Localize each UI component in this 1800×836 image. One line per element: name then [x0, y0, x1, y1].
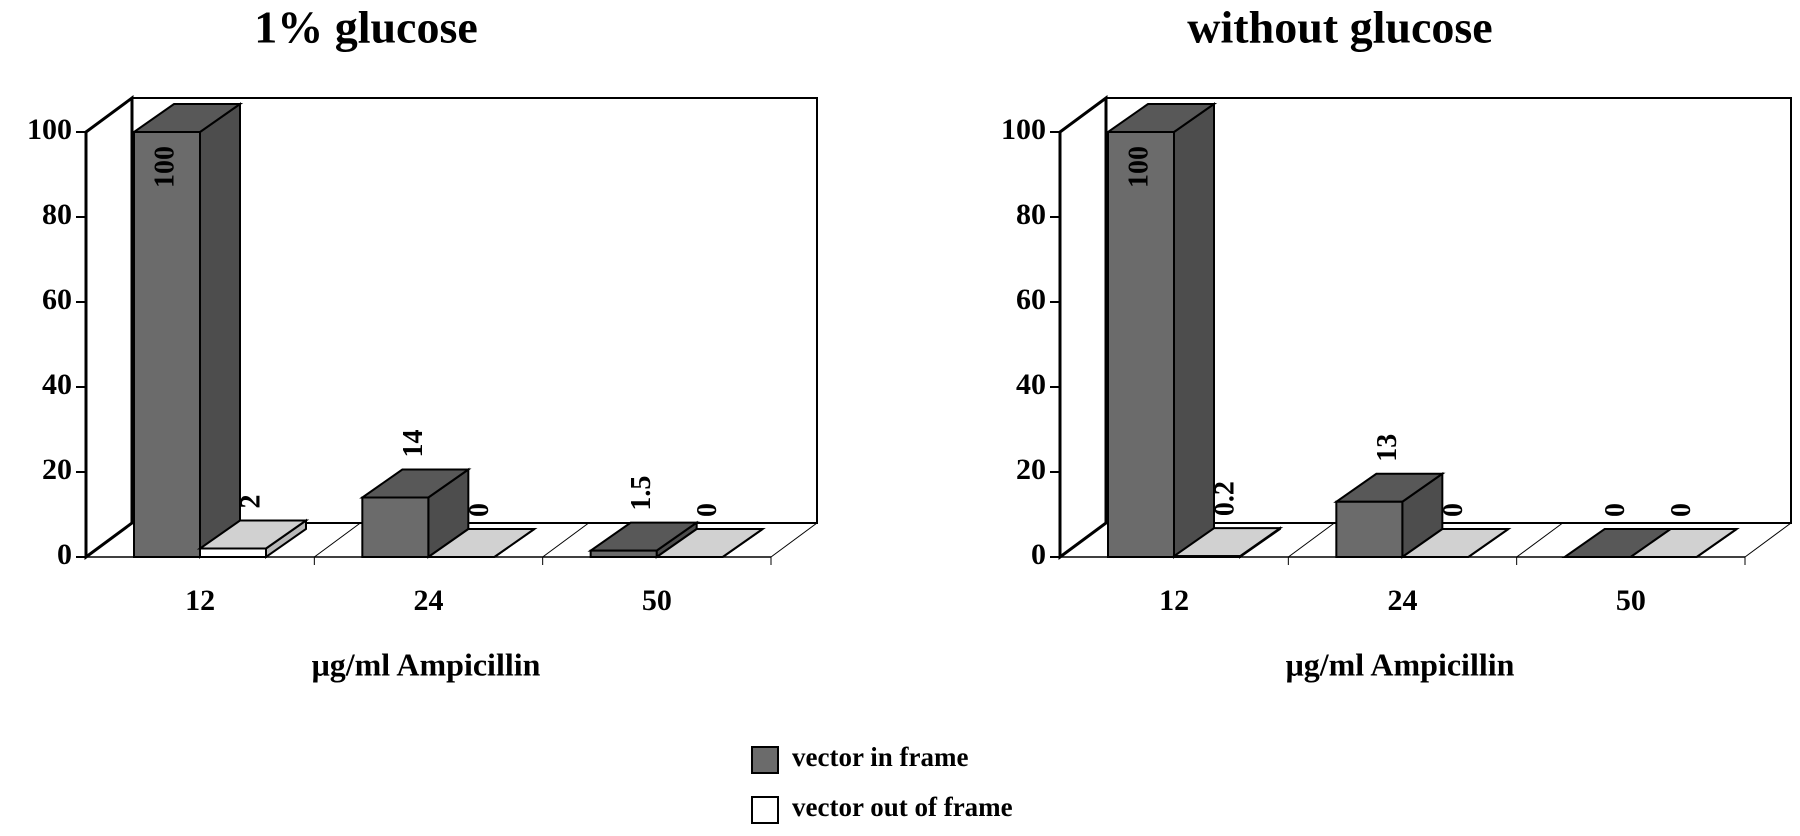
side-wall	[1058, 95, 1108, 560]
value-label: 0	[1438, 503, 1469, 517]
value-label: 100	[149, 146, 180, 188]
value-label: 0	[1666, 503, 1697, 517]
bar	[1104, 102, 1218, 559]
value-label: 0	[464, 503, 495, 517]
y-tick-label: 80	[42, 198, 72, 231]
bar	[1333, 471, 1446, 559]
bar	[653, 528, 766, 558]
bar	[1170, 526, 1284, 559]
y-tick-label: 20	[1016, 453, 1046, 486]
y-tick-label: 60	[1016, 283, 1046, 316]
x-tick-label: 50	[1616, 584, 1646, 617]
chart-title: without glucose	[1187, 2, 1492, 53]
floor-divider	[1744, 522, 1792, 558]
value-label: 14	[398, 430, 429, 458]
floor-divider	[542, 522, 589, 558]
x-tick-label: 12	[185, 584, 215, 617]
bar-side	[199, 102, 241, 559]
y-tick-label: 0	[57, 538, 72, 571]
bar	[587, 520, 700, 559]
bar-front	[199, 547, 267, 558]
bar	[425, 528, 538, 558]
x-axis-title: μg/ml Ampicillin	[1286, 646, 1515, 682]
bar-top	[653, 528, 766, 558]
bar-top	[1399, 528, 1512, 558]
value-label: 1.5	[626, 476, 657, 511]
y-tick-label: 0	[1031, 538, 1046, 571]
x-tick-label: 12	[1159, 584, 1189, 617]
bar-front	[1173, 555, 1241, 559]
floor-divider	[314, 522, 361, 558]
value-label: 2	[235, 495, 266, 509]
chart-title: 1% glucose	[254, 2, 478, 53]
bar	[1627, 528, 1740, 558]
bar-top	[1627, 528, 1740, 558]
legend-label: vector out of frame	[792, 792, 1013, 822]
value-label: 0.2	[1209, 481, 1240, 516]
x-tick-label: 24	[414, 584, 444, 617]
bar	[196, 518, 310, 559]
bar-front	[361, 496, 430, 558]
floor-divider	[1516, 522, 1563, 558]
y-tick-label: 100	[1001, 113, 1046, 146]
bar	[1399, 528, 1512, 558]
bar-front	[133, 131, 201, 558]
legend-label: vector in frame	[792, 742, 968, 772]
value-label: 13	[1372, 434, 1403, 462]
legend-swatch	[751, 796, 779, 824]
bar-front	[589, 549, 658, 558]
y-tick-label: 80	[1016, 198, 1046, 231]
value-label: 0	[1600, 503, 1631, 517]
y-tick-label: 20	[42, 453, 72, 486]
x-tick-label: 50	[642, 584, 672, 617]
y-tick-label: 60	[42, 283, 72, 316]
floor-divider	[1288, 522, 1335, 558]
legend-swatch	[751, 746, 779, 774]
bar-side	[1173, 102, 1215, 559]
bar-front	[1335, 500, 1404, 558]
floor-divider	[770, 522, 818, 558]
bar-top	[425, 528, 538, 558]
y-tick-label: 100	[27, 113, 72, 146]
y-tick-label: 40	[1016, 368, 1046, 401]
x-tick-label: 24	[1388, 584, 1418, 617]
bar	[130, 102, 244, 559]
bar-front	[1107, 131, 1175, 558]
value-label: 100	[1123, 146, 1154, 188]
y-tick-label: 40	[42, 368, 72, 401]
side-wall	[84, 95, 134, 560]
value-label: 0	[692, 503, 723, 517]
x-axis-title: μg/ml Ampicillin	[312, 646, 541, 682]
